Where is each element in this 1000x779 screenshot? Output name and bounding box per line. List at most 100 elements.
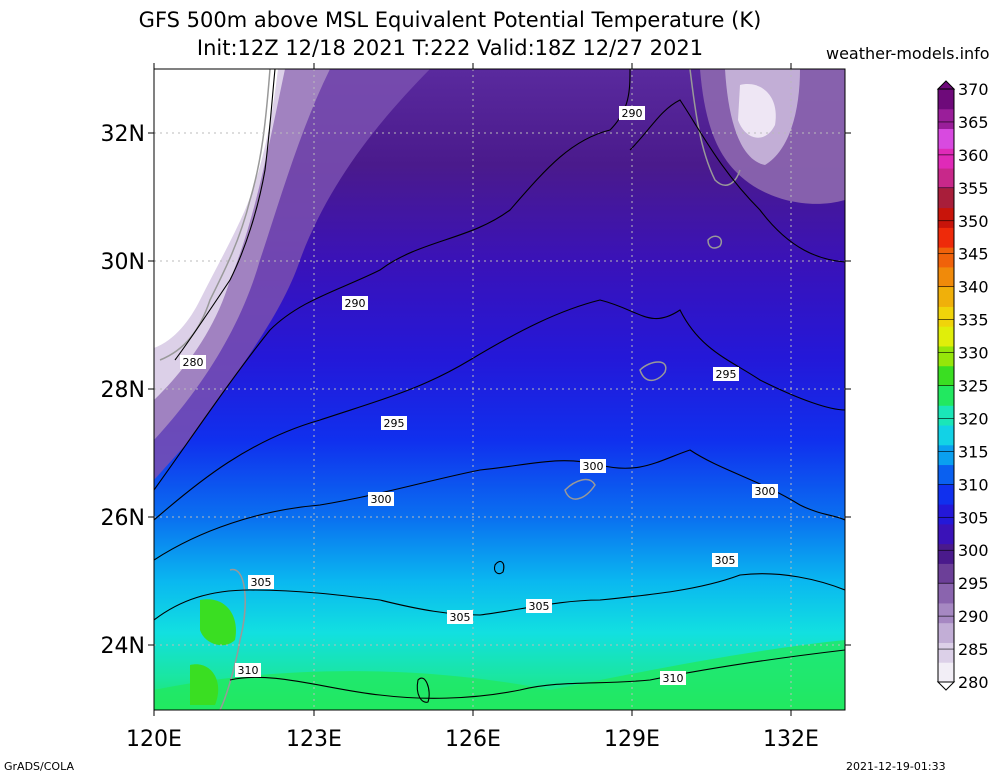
contour-label: 300 [368,492,394,506]
colorbar-swatch [938,207,954,228]
footer-timestamp: 2021-12-19-01:33 [846,760,946,773]
lon-label-120e: 120E [126,727,182,752]
lat-label-24n: 24N [101,634,145,659]
contour-305 [154,573,845,621]
colorbar-swatch [938,187,954,209]
contour-small-2 [416,677,430,703]
colorbar-swatch [938,266,954,288]
colorbar-swatch [938,464,954,485]
svg-text:295: 295 [384,417,405,430]
colorbar-label: 345 [958,245,989,264]
kyushu-coastline [689,69,741,186]
svg-text:290: 290 [622,107,643,120]
contour-label: 280 [180,355,206,369]
contour-label: 305 [712,553,738,567]
colorbar-swatch [938,89,954,110]
colorbar-label: 325 [958,377,989,396]
colorbar-swatch [938,365,954,386]
svg-text:305: 305 [450,611,471,624]
contour-label: 310 [235,663,261,677]
colorbar-swatch [938,504,954,525]
colorbar-label: 290 [958,607,989,626]
colorbar-label: 330 [958,344,989,363]
green-patch-sw [190,664,219,705]
colorbar-bottom-arrow [936,681,956,691]
map-area: 280 290 290 295 295 300 300 300 305 305 … [154,69,845,710]
colorbar-label: 355 [958,179,989,198]
colorbar-swatch [938,108,954,130]
contour-label: 305 [248,575,274,589]
chart-subtitle: Init:12Z 12/18 2021 T:222 Valid:18Z 12/2… [196,36,704,60]
colorbar-label: 315 [958,442,989,461]
svg-text:305: 305 [251,576,272,589]
contour-310 [229,649,845,699]
lon-label-129e: 129E [604,727,660,752]
svg-text:310: 310 [663,672,684,685]
lat-label-32n: 32N [101,122,145,147]
colorbar-swatch [938,563,954,584]
colorbar-swatch [938,622,954,643]
lon-label-132e: 132E [763,727,819,752]
lat-label-28n: 28N [101,378,145,403]
colorbar-swatch [938,168,954,189]
island-amami [707,235,722,249]
colorbar-swatch [938,345,954,367]
chart-title: GFS 500m above MSL Equivalent Potential … [138,8,762,32]
taiwan-coastline [219,568,246,710]
colorbar-swatch [938,227,954,248]
colorbar-label: 350 [958,212,989,231]
contour-280 [174,69,276,361]
lat-labels: 32N 30N 28N 26N 24N [101,122,145,659]
svg-text:290: 290 [345,297,366,310]
lon-labels: 120E 123E 126E 129E 132E [126,727,819,752]
colorbar-swatch [938,642,954,663]
green-patch-taiwan [200,599,236,646]
contour-label: 295 [713,367,739,381]
svg-text:300: 300 [371,493,392,506]
contour-label: 300 [580,459,606,473]
purple-region-ne-core [738,84,776,138]
lat-label-26n: 26N [101,506,145,531]
colorbar-label: 305 [958,508,989,527]
colorbar-label: 335 [958,311,989,330]
colorbar-swatch [938,444,954,466]
svg-text:280: 280 [183,356,204,369]
contour-labels: 280 290 290 295 295 300 300 300 305 305 … [180,106,778,685]
colorbar: 280 285 290 295 300 305 310 315 320 325 330 335 340 3… [936,80,989,692]
contour-label: 310 [660,671,686,685]
china-land [154,69,278,348]
lat-label-30n: 30N [101,250,145,275]
svg-text:300: 300 [583,460,604,473]
lon-label-123e: 123E [286,727,342,752]
contour-label: 290 [619,106,645,120]
island-ryukyu [564,478,596,500]
colorbar-label: 285 [958,640,989,659]
colorbar-label: 280 [958,673,989,692]
okinawa-island [639,361,667,382]
colorbar-label: 370 [958,80,989,99]
colorbar-label: 360 [958,146,989,165]
contour-290-e [629,99,845,263]
colorbar-swatch [938,286,954,307]
footer-software: GrADS/COLA [4,760,74,773]
green-south [154,640,845,710]
colorbar-swatch [938,543,954,564]
colorbar-label: 365 [958,113,989,132]
contour-label: 305 [526,599,552,613]
contour-small-1 [494,560,505,575]
colorbar-swatch [938,326,954,347]
colorbar-swatch [938,405,954,426]
colorbar-label: 320 [958,409,989,428]
colorbar-swatch [938,602,954,624]
colorbar-label: 340 [958,278,989,297]
colorbar-top-arrow [936,80,956,90]
svg-text:310: 310 [238,664,259,677]
colorbar-swatch [938,484,954,505]
colorbar-swatch [938,385,954,406]
svg-text:295: 295 [716,368,737,381]
contour-label: 305 [447,610,473,624]
colorbar-label: 295 [958,574,989,593]
map-figure: 280 290 290 295 295 300 300 300 305 305 … [101,63,989,752]
colorbar-swatch [938,306,954,327]
contour-lines [154,69,845,703]
